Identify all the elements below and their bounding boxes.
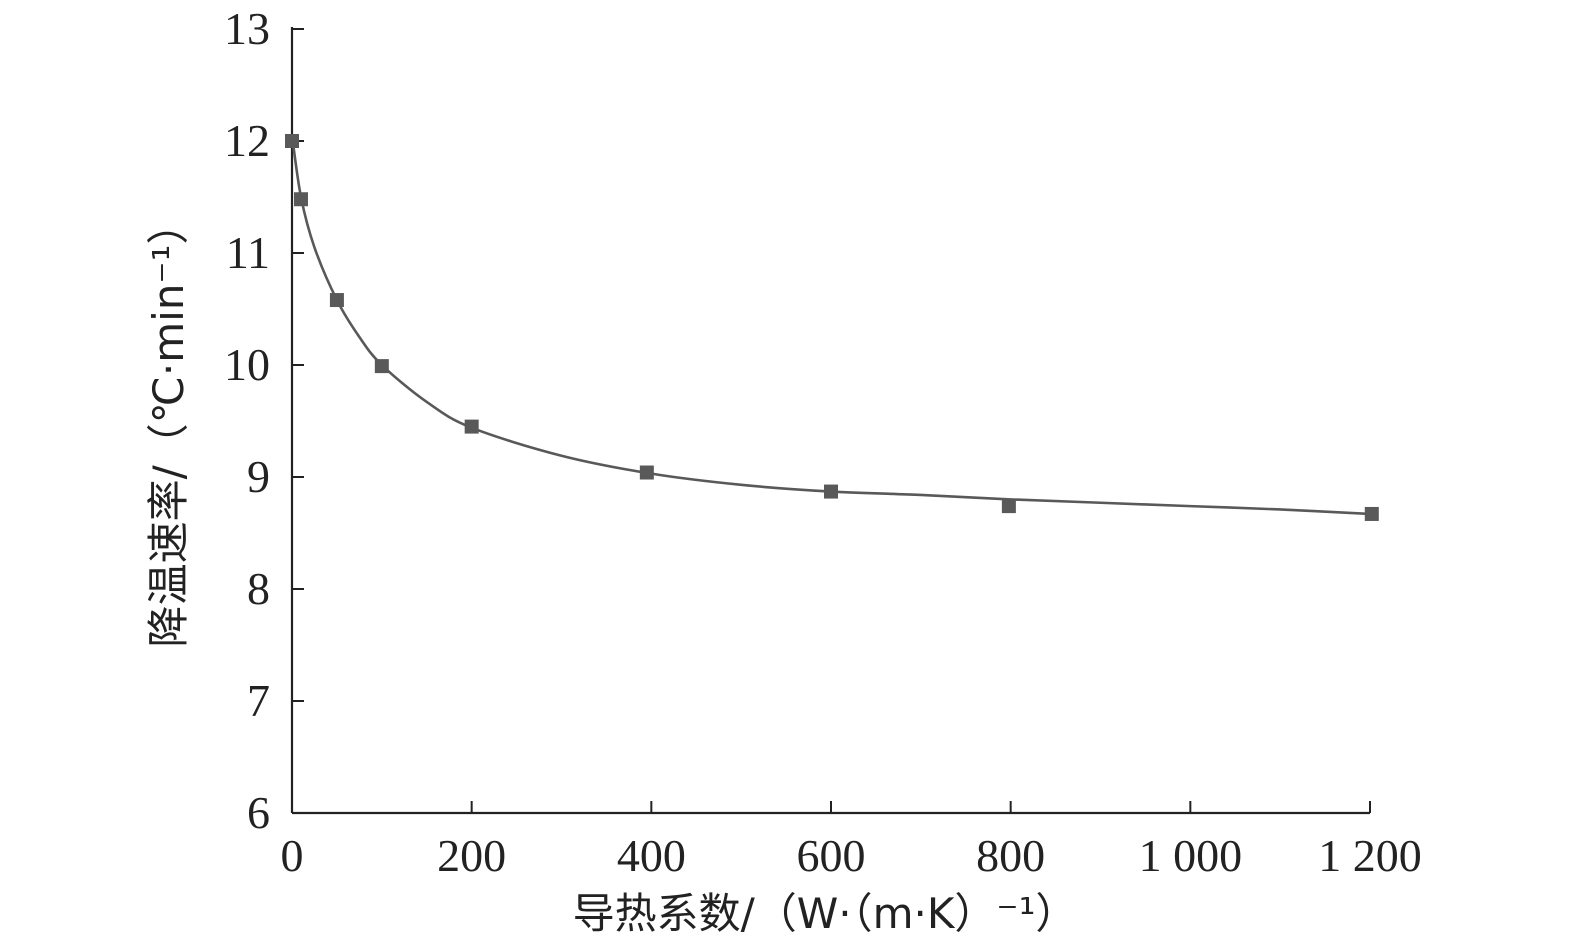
- x-tick-label: 800: [976, 830, 1045, 881]
- data-point: [639, 465, 654, 480]
- x-tick-label: 1 200: [1318, 830, 1422, 881]
- x-tick-label: 400: [617, 830, 686, 881]
- x-tick-label: 1 000: [1139, 830, 1243, 881]
- y-tick-label: 8: [247, 563, 270, 614]
- data-points-layer: [285, 134, 1379, 521]
- axis-titles: 导热系数/（W·（m·K）⁻¹） 降温速率/（℃·min⁻¹）: [144, 203, 1077, 938]
- y-axis-title: 降温速率/（℃·min⁻¹）: [144, 203, 193, 648]
- data-point: [464, 419, 479, 434]
- x-tick-label: 0: [281, 830, 304, 881]
- data-point: [285, 134, 299, 148]
- y-tick-label: 6: [247, 787, 270, 838]
- y-tick-label: 11: [226, 227, 270, 278]
- y-tick-label: 12: [224, 115, 270, 166]
- data-point: [824, 484, 838, 499]
- data-point: [293, 192, 308, 207]
- trendline-layer: [290, 135, 1371, 516]
- x-tick-label: 200: [437, 830, 506, 881]
- data-point: [1001, 499, 1016, 514]
- data-point: [329, 293, 344, 308]
- y-tick-label: 9: [247, 451, 270, 502]
- trendline: [290, 135, 1371, 516]
- y-tick-label: 10: [224, 339, 270, 390]
- x-tick-label: 600: [797, 830, 866, 881]
- y-tick-label: 7: [247, 675, 270, 726]
- data-point: [1364, 506, 1379, 521]
- ticks: 6 7 8 9 10 11 12 13 0 200 400 600 800 1 000 1 200: [224, 3, 1422, 881]
- y-tick-label: 13: [224, 3, 270, 54]
- data-point: [374, 359, 389, 374]
- x-axis-title: 导热系数/（W·（m·K）⁻¹）: [573, 889, 1078, 938]
